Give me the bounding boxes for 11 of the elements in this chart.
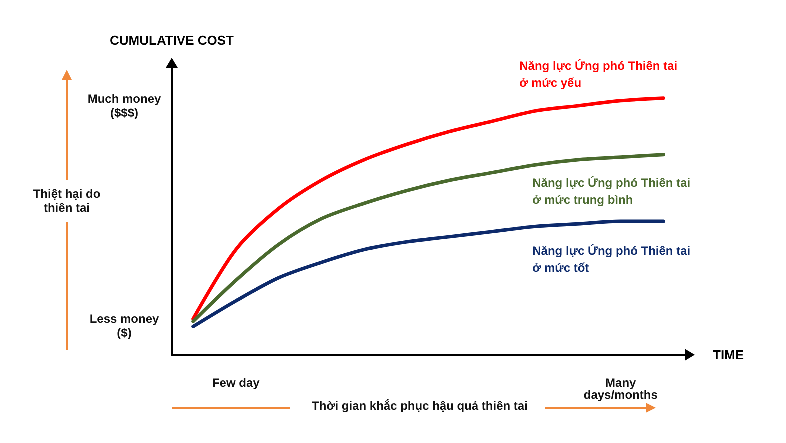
x-tick-label: Few day [212, 376, 260, 390]
series-label: Năng lực Ứng phó Thiên tai ở mức yếu [520, 58, 679, 92]
series-label: Năng lực Ứng phó Thiên tai ở mức tốt [532, 242, 692, 277]
y-axis-title: CUMULATIVE COST [110, 33, 234, 48]
x-tick-label: Many days/months [584, 376, 658, 402]
text: Thiệt hại do thiên tai [32, 187, 102, 215]
text: Less money ($) [88, 312, 160, 340]
series-label: Năng lực Ứng phó Thiên tai ở mức trung bình [532, 174, 692, 209]
text: Thời gian khắc phục hậu quả thiên tai [311, 399, 529, 413]
x-axis-title: TIME [713, 348, 744, 362]
text: Much money ($$$) [86, 92, 162, 120]
